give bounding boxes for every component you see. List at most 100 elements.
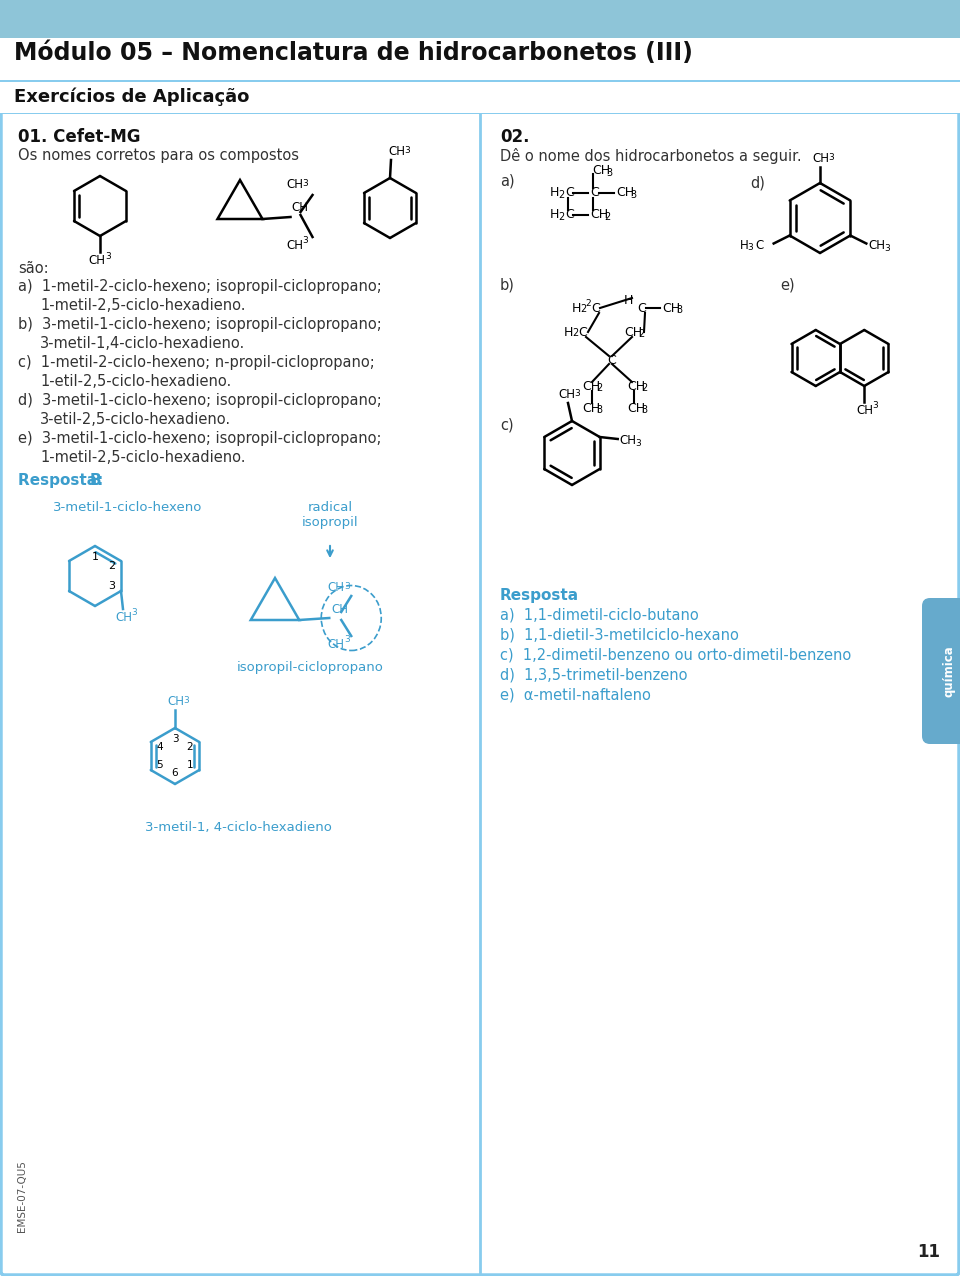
Text: CH: CH <box>286 177 303 191</box>
Text: CH: CH <box>115 611 132 624</box>
Text: H: H <box>740 239 749 251</box>
Text: e)  α-metil-naftaleno: e) α-metil-naftaleno <box>500 688 651 703</box>
Text: d): d) <box>750 175 765 190</box>
Text: Resposta:: Resposta: <box>18 473 108 487</box>
Text: 3: 3 <box>345 635 350 644</box>
Text: 2: 2 <box>585 300 590 309</box>
Text: 3: 3 <box>172 734 179 744</box>
Text: H: H <box>550 186 560 199</box>
Text: c)  1,2-dimetil-benzeno ou orto-dimetil-benzeno: c) 1,2-dimetil-benzeno ou orto-dimetil-b… <box>500 648 852 664</box>
Text: 3: 3 <box>636 439 641 448</box>
Text: CH: CH <box>286 239 303 251</box>
Text: são:: são: <box>18 262 49 276</box>
Text: b)  1,1-dietil-3-metilciclo-hexano: b) 1,1-dietil-3-metilciclo-hexano <box>500 628 739 643</box>
Text: 3: 3 <box>748 242 754 251</box>
FancyBboxPatch shape <box>922 598 960 744</box>
Text: a): a) <box>500 174 515 188</box>
Text: 01. Cefet-MG: 01. Cefet-MG <box>18 128 140 145</box>
Text: 3: 3 <box>884 244 890 253</box>
Text: a)  1,1-dimetil-ciclo-butano: a) 1,1-dimetil-ciclo-butano <box>500 607 699 623</box>
FancyBboxPatch shape <box>0 112 960 114</box>
Text: CH: CH <box>856 404 874 417</box>
Text: 02.: 02. <box>500 128 530 145</box>
Text: CH: CH <box>592 165 611 177</box>
Text: H: H <box>550 208 560 222</box>
Text: 2: 2 <box>580 304 587 314</box>
Text: 6: 6 <box>172 768 179 778</box>
Text: 3: 3 <box>183 695 189 706</box>
Text: c): c) <box>500 419 514 433</box>
Text: 3: 3 <box>105 251 110 262</box>
Text: isopropil-ciclopropano: isopropil-ciclopropano <box>236 661 383 674</box>
Text: H: H <box>564 325 573 338</box>
Text: 3: 3 <box>131 607 136 618</box>
Text: 3: 3 <box>606 168 612 177</box>
Text: 11: 11 <box>917 1243 940 1261</box>
Text: e): e) <box>780 278 795 293</box>
Text: CH: CH <box>88 254 105 267</box>
Text: 2: 2 <box>604 212 611 222</box>
Text: C: C <box>590 186 599 199</box>
Text: CH: CH <box>558 388 575 401</box>
Text: CH: CH <box>331 604 348 616</box>
Text: 1-metil-2,5-ciclo-hexadieno.: 1-metil-2,5-ciclo-hexadieno. <box>40 299 246 313</box>
Text: c)  1-metil-2-ciclo-hexeno; n-propil-ciclopropano;: c) 1-metil-2-ciclo-hexeno; n-propil-cicl… <box>18 355 374 370</box>
Text: 3: 3 <box>302 236 308 245</box>
Text: 3: 3 <box>828 153 833 162</box>
Text: CH: CH <box>582 402 600 415</box>
Text: 3-metil-1-ciclo-hexeno: 3-metil-1-ciclo-hexeno <box>53 501 203 514</box>
FancyBboxPatch shape <box>1 111 959 1275</box>
Text: 2: 2 <box>187 743 193 753</box>
Text: b): b) <box>500 278 515 293</box>
Text: 2: 2 <box>638 329 644 339</box>
FancyBboxPatch shape <box>0 38 960 80</box>
Text: Dê o nome dos hidrocarbonetos a seguir.: Dê o nome dos hidrocarbonetos a seguir. <box>500 148 802 165</box>
Text: 3: 3 <box>641 404 647 415</box>
Text: CH: CH <box>627 402 645 415</box>
Text: CH: CH <box>388 145 405 158</box>
Text: Módulo 05 – Nomenclatura de hidrocarbonetos (III): Módulo 05 – Nomenclatura de hidrocarbone… <box>14 41 693 65</box>
Text: CH: CH <box>620 435 636 448</box>
Text: H: H <box>572 301 582 314</box>
Text: C: C <box>578 325 587 338</box>
Text: 3-etil-2,5-ciclo-hexadieno.: 3-etil-2,5-ciclo-hexadieno. <box>40 412 231 427</box>
Text: 2: 2 <box>641 383 647 393</box>
Text: 3: 3 <box>302 179 308 188</box>
Text: CH: CH <box>868 239 885 251</box>
Text: CH: CH <box>812 152 829 165</box>
Text: 3: 3 <box>108 581 115 591</box>
Text: 3: 3 <box>574 389 580 398</box>
Text: 3: 3 <box>873 401 878 410</box>
Text: 3: 3 <box>630 190 636 200</box>
Text: 3-metil-1,4-ciclo-hexadieno.: 3-metil-1,4-ciclo-hexadieno. <box>40 336 245 351</box>
Text: CH: CH <box>167 695 184 708</box>
Text: CH: CH <box>327 581 345 595</box>
Text: d)  1,3,5-trimetil-benzeno: d) 1,3,5-trimetil-benzeno <box>500 669 687 683</box>
Text: C: C <box>565 186 574 199</box>
Text: CH: CH <box>292 202 308 214</box>
Text: 4: 4 <box>156 743 163 753</box>
Text: CH: CH <box>616 186 635 199</box>
FancyBboxPatch shape <box>0 0 960 38</box>
Text: 2: 2 <box>558 212 564 222</box>
Text: 1-metil-2,5-ciclo-hexadieno.: 1-metil-2,5-ciclo-hexadieno. <box>40 450 246 464</box>
Text: H: H <box>624 293 634 306</box>
Text: 3: 3 <box>404 145 410 154</box>
Text: 2: 2 <box>558 190 564 200</box>
Text: C: C <box>756 239 764 251</box>
Text: radical
isopropil: radical isopropil <box>301 501 358 530</box>
FancyBboxPatch shape <box>0 82 960 114</box>
Text: CH: CH <box>624 325 642 338</box>
Text: 1-etil-2,5-ciclo-hexadieno.: 1-etil-2,5-ciclo-hexadieno. <box>40 374 231 389</box>
Text: 2: 2 <box>572 328 578 338</box>
Text: C: C <box>591 301 600 314</box>
Text: b)  3-metil-1-ciclo-hexeno; isopropil-ciclopropano;: b) 3-metil-1-ciclo-hexeno; isopropil-cic… <box>18 316 382 332</box>
FancyBboxPatch shape <box>0 80 960 82</box>
Text: e)  3-metil-1-ciclo-hexeno; isopropil-ciclopropano;: e) 3-metil-1-ciclo-hexeno; isopropil-cic… <box>18 431 381 447</box>
Text: Os nomes corretos para os compostos: Os nomes corretos para os compostos <box>18 148 299 163</box>
Text: Exercícios de Aplicação: Exercícios de Aplicação <box>14 88 250 106</box>
Text: B: B <box>90 473 102 487</box>
Text: 1: 1 <box>187 759 193 769</box>
Text: CH: CH <box>590 208 608 222</box>
Text: 3: 3 <box>596 404 602 415</box>
